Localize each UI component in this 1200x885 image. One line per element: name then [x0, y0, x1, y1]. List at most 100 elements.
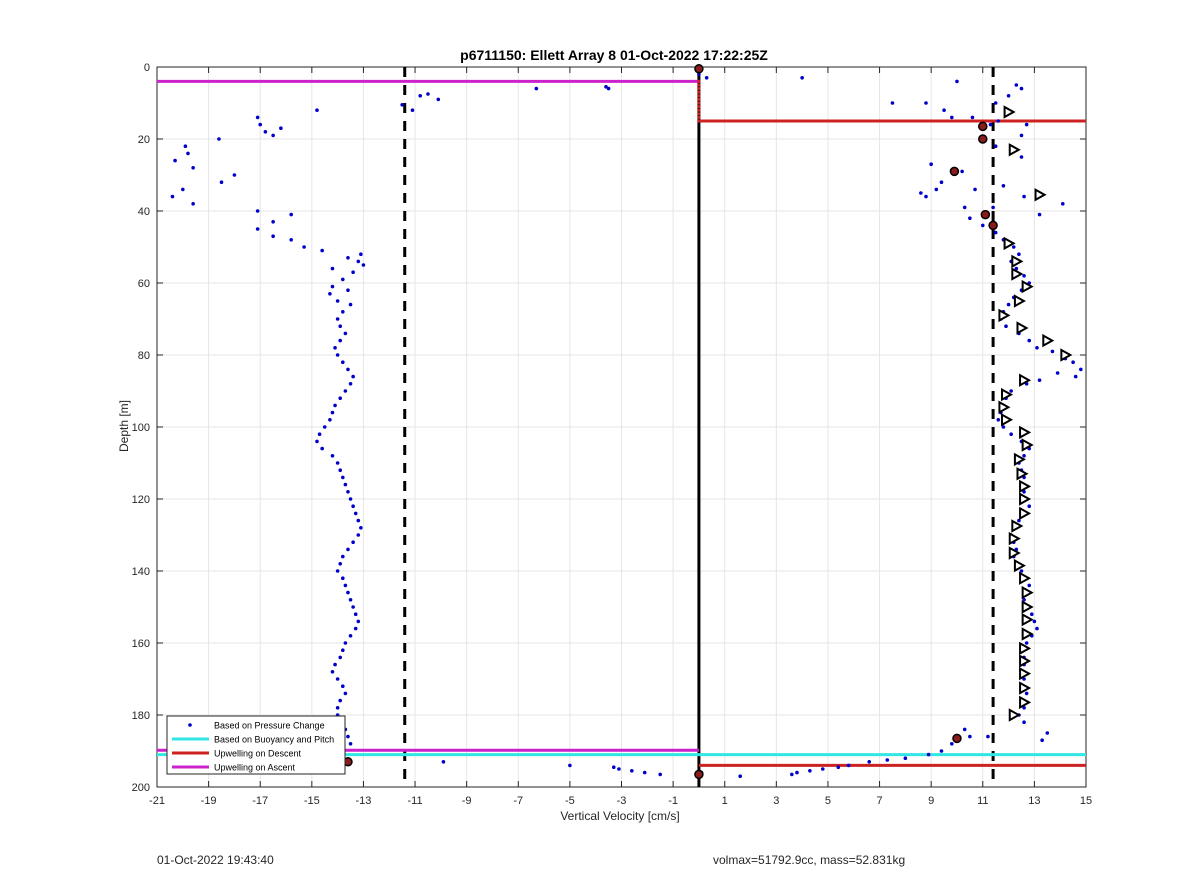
- pressure-change-point: [346, 367, 350, 372]
- dark-marker: [694, 769, 704, 780]
- y-tick-label: 20: [138, 134, 150, 146]
- pressure-change-point: [955, 79, 959, 84]
- pressure-change-point: [356, 619, 361, 624]
- pressure-change-point: [302, 245, 306, 249]
- legend: Based on Pressure Change Based on Buoyanc…: [166, 715, 346, 775]
- triangle-marker: [1019, 654, 1032, 668]
- pressure-change-point: [400, 103, 404, 107]
- pressure-change-point: [289, 238, 293, 242]
- pressure-change-point: [191, 202, 195, 206]
- pressure-change-point: [426, 92, 430, 96]
- pressure-change-point: [271, 133, 275, 138]
- y-tick-label: 140: [132, 566, 150, 578]
- x-tick-label: -7: [513, 795, 523, 807]
- pressure-change-point: [919, 191, 923, 195]
- pressure-change-point: [330, 670, 335, 674]
- pressure-change-point: [950, 115, 954, 120]
- pressure-change-point: [356, 533, 361, 537]
- pressure-change-point: [885, 758, 890, 762]
- pressure-change-point: [1022, 490, 1026, 494]
- pressure-change-point: [333, 346, 337, 350]
- plot-frame: [156, 66, 1087, 788]
- pressure-change-point: [338, 396, 343, 401]
- upwelling-descent-point: [697, 119, 701, 123]
- pressure-change-point: [441, 760, 446, 764]
- triangle-marker: [1019, 492, 1032, 506]
- pressure-change-point: [1050, 349, 1055, 354]
- pressure-change-point: [1019, 86, 1024, 91]
- pressure-change-point: [338, 468, 343, 473]
- upwelling-descent-point: [697, 94, 701, 98]
- upwelling-descent-point: [697, 112, 701, 116]
- legend-label: Upwelling on Descent: [214, 749, 302, 759]
- pressure-change-point: [341, 648, 345, 652]
- upwelling-descent-point: [697, 90, 701, 94]
- pressure-change-point: [617, 767, 621, 771]
- pressure-change-point: [836, 765, 841, 769]
- dark-marker: [988, 220, 998, 231]
- pressure-change-point: [1079, 367, 1083, 372]
- pressure-change-point: [988, 122, 993, 127]
- pressure-change-point: [341, 554, 345, 559]
- pressure-change-point: [1019, 155, 1024, 159]
- pressure-change-point: [330, 284, 335, 289]
- pressure-change-point: [338, 698, 343, 703]
- pressure-change-point: [808, 769, 812, 773]
- x-tick-label: 9: [928, 795, 934, 807]
- x-axis-label: Vertical Velocity [cm/s]: [560, 809, 679, 823]
- pressure-change-point: [1014, 83, 1019, 87]
- pressure-change-point: [568, 763, 572, 768]
- pressure-change-point: [1017, 252, 1021, 256]
- pressure-change-point: [942, 108, 946, 112]
- pressure-change-point: [263, 130, 268, 134]
- pressure-change-point: [341, 277, 345, 282]
- x-tick-label: -19: [201, 795, 217, 807]
- pressure-change-point: [315, 439, 319, 444]
- pressure-change-point: [1022, 677, 1026, 681]
- pressure-change-point: [353, 626, 358, 631]
- pressure-change-point: [343, 331, 348, 336]
- upwelling-descent-point: [697, 101, 701, 105]
- pressure-change-point: [338, 562, 343, 566]
- pressure-change-point: [790, 772, 794, 777]
- x-tick-label: 15: [1080, 795, 1092, 807]
- pressure-change-point: [258, 122, 263, 127]
- triangle-marker: [1019, 373, 1032, 387]
- pressure-change-point: [348, 634, 353, 638]
- pressure-change-point: [1032, 619, 1037, 624]
- pressure-change-point: [410, 108, 415, 112]
- pressure-change-point: [346, 490, 350, 494]
- pressure-change-point: [890, 101, 895, 105]
- pressure-change-point: [255, 115, 260, 120]
- x-tick-label: 1: [722, 795, 728, 807]
- pressure-change-point: [986, 734, 990, 739]
- pressure-change-point: [346, 288, 350, 293]
- pressure-change-point: [341, 475, 345, 480]
- pressure-change-point: [1024, 691, 1029, 696]
- triangle-marker: [1013, 452, 1026, 467]
- pressure-change-point: [351, 504, 355, 509]
- triangle-marker: [1011, 254, 1024, 269]
- triangle-marker: [1021, 279, 1034, 294]
- y-tick-label: 100: [132, 422, 150, 434]
- legend-box: [166, 715, 346, 775]
- pressure-change-point: [348, 497, 353, 501]
- pressure-change-point: [351, 540, 355, 544]
- triangle-marker: [1019, 506, 1032, 521]
- dark-marker: [978, 121, 988, 132]
- triangle-marker: [1011, 267, 1024, 281]
- chart-title: p6711150: Ellett Array 8 01-Oct-2022 17:…: [460, 47, 768, 63]
- pressure-change-point: [335, 706, 340, 710]
- pressure-change-point: [1037, 212, 1042, 217]
- y-tick-label: 40: [138, 206, 150, 218]
- triangle-marker: [1019, 666, 1032, 681]
- pressure-change-point: [341, 684, 345, 688]
- pressure-change-point: [993, 101, 998, 105]
- triangle-marker: [1019, 681, 1032, 695]
- pressure-change-point: [1040, 738, 1044, 742]
- triangle-marker: [1016, 467, 1029, 481]
- pressure-change-point: [658, 772, 663, 777]
- pressure-change-point: [317, 432, 322, 437]
- pressure-change-point: [1030, 612, 1034, 616]
- footer-volmax-mass: volmax=51792.9cc, mass=52.831kg: [713, 853, 906, 867]
